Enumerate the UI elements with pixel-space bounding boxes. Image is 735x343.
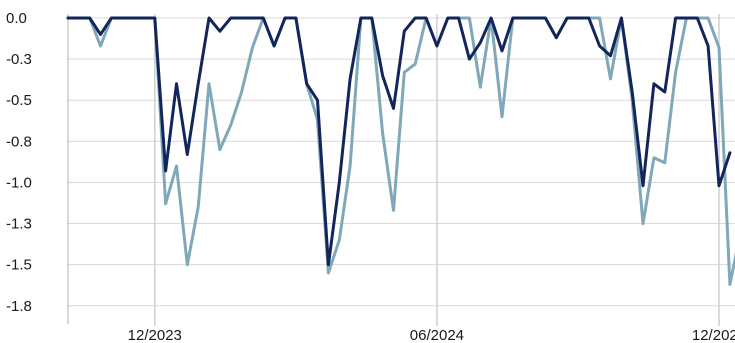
y-tick-label: -1.8 [6,298,32,315]
y-tick-label: -0.8 [6,133,32,150]
x-tick-label: 12/2024 [692,327,735,343]
x-tick-label: 06/2024 [410,327,464,343]
y-axis: 0.0 -0.3 -0.5 -0.8 -1.0 -1.3 -1.5 -1.8 [6,10,69,324]
y-tick-label: -0.5 [6,92,32,109]
y-tick-label: -1.0 [6,174,32,191]
y-tick-label: -0.3 [6,51,32,68]
series-line-2 [66,16,732,267]
y-tick-label: 0.0 [6,10,27,27]
series-group [66,16,735,286]
y-tick-label: -1.5 [6,257,32,274]
x-tick-label: 12/2023 [128,327,182,343]
x-axis: 12/2023 06/2024 12/2024 [128,14,735,343]
y-tick-label: -1.3 [6,216,32,233]
